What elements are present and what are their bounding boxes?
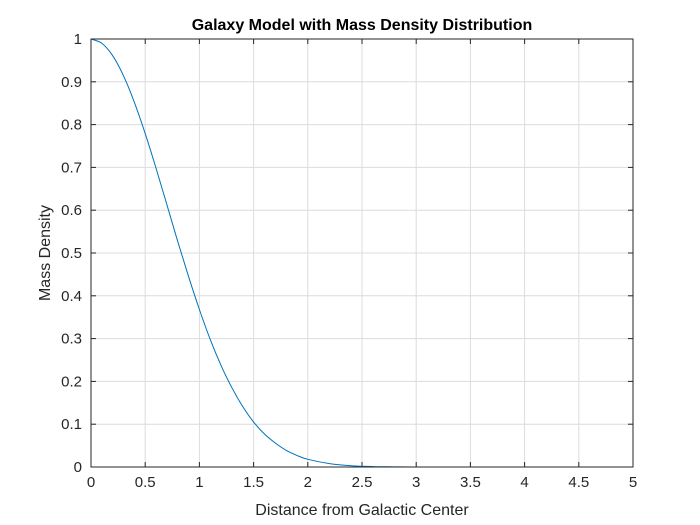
- x-tick-label: 4.5: [568, 474, 589, 491]
- y-tick-label: 0.4: [61, 288, 82, 305]
- x-tick-label: 3: [412, 474, 420, 491]
- y-axis-label: Mass Density: [37, 205, 54, 301]
- x-tick-label: 2.5: [352, 474, 373, 491]
- axes-box: [90, 38, 634, 468]
- y-tick-label: 0.3: [61, 331, 82, 348]
- x-tick-label: 5: [629, 474, 637, 491]
- x-tick-label: 0.5: [135, 474, 156, 491]
- y-tick-label: 0.6: [61, 202, 82, 219]
- y-tick-label: 0.8: [61, 117, 82, 134]
- x-tick-label: 2: [304, 474, 312, 491]
- y-tick-label: 0.2: [61, 373, 82, 390]
- x-axis-label: Distance from Galactic Center: [255, 502, 469, 519]
- x-tick-label: 1: [195, 474, 203, 491]
- x-tick-label: 0: [87, 474, 95, 491]
- y-tick-label: 0: [74, 459, 82, 476]
- x-tick-labels: 0 0.5 1 1.5 2 2.5 3 3.5 4 4.5 5: [87, 474, 637, 491]
- x-tick-label: 3.5: [460, 474, 481, 491]
- y-tick-label: 1: [74, 31, 82, 48]
- x-tick-label: 1.5: [243, 474, 264, 491]
- y-tick-label: 0.1: [61, 416, 82, 433]
- y-tick-label: 0.5: [61, 245, 82, 262]
- chart-title: Galaxy Model with Mass Density Distribut…: [192, 17, 533, 34]
- y-tick-label: 0.9: [61, 74, 82, 91]
- y-tick-label: 0.7: [61, 159, 82, 176]
- y-tick-labels: 0 0.1 0.2 0.3 0.4 0.5 0.6 0.7 0.8 0.9 1: [61, 31, 82, 476]
- x-tick-label: 4: [520, 474, 528, 491]
